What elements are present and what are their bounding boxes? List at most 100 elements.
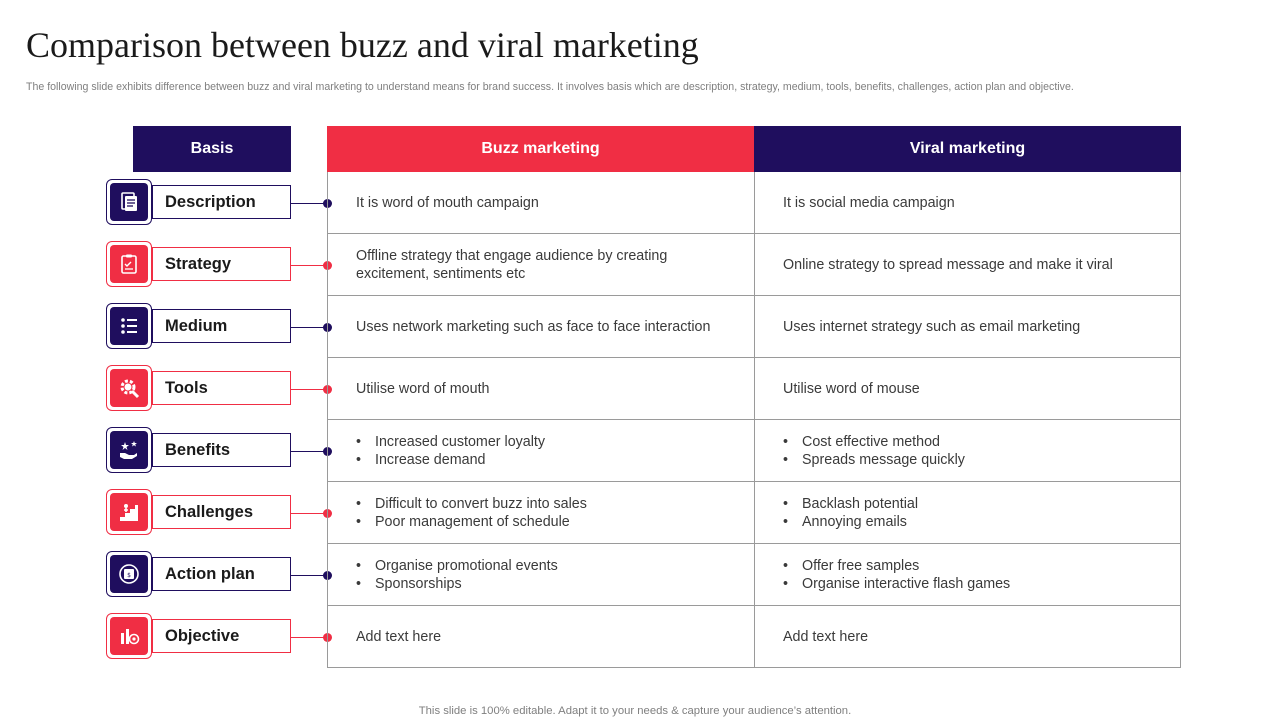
page-title: Comparison between buzz and viral market…: [26, 25, 699, 65]
basis-icon-frame: $: [106, 551, 152, 597]
bullet-list: Organise promotional eventsSponsorships: [356, 557, 736, 593]
buzz-cell: Offline strategy that engage audience by…: [328, 234, 755, 295]
hand-stars-icon: [110, 431, 148, 469]
basis-item-tools: Tools: [106, 365, 296, 413]
basis-item-strategy: Strategy: [106, 241, 296, 289]
basis-label: Description: [152, 185, 291, 219]
page-subtitle: The following slide exhibits difference …: [26, 81, 1074, 93]
bullet-item: Organise promotional events: [356, 557, 736, 575]
buzz-cell: Increased customer loyaltyIncrease deman…: [328, 420, 755, 481]
basis-icon-frame: [106, 303, 152, 349]
clipboard-icon: [110, 245, 148, 283]
document-icon: [110, 183, 148, 221]
basis-header: Basis: [133, 126, 291, 172]
buzz-cell: Difficult to convert buzz into salesPoor…: [328, 482, 755, 543]
basis-item-objective: Objective: [106, 613, 296, 661]
viral-cell: Cost effective methodSpreads message qui…: [755, 420, 1180, 481]
cell-text: Utilise word of mouse: [783, 380, 920, 397]
connector-line: [291, 575, 327, 576]
basis-icon-frame: [106, 613, 152, 659]
basis-icon-frame: [106, 365, 152, 411]
buzz-cell: Utilise word of mouth: [328, 358, 755, 419]
viral-cell: Utilise word of mouse: [755, 358, 1180, 419]
connector-line: [291, 513, 327, 514]
table-row: Uses network marketing such as face to f…: [328, 296, 1180, 358]
comparison-table: It is word of mouth campaign It is social…: [327, 172, 1181, 668]
connector-line: [291, 451, 327, 452]
cell-text: Add text here: [356, 628, 442, 645]
cell-text: Uses internet strategy such as email mar…: [783, 318, 1081, 335]
table-row: Add text here Add text here: [328, 606, 1180, 668]
buzz-marketing-header: Buzz marketing: [327, 126, 754, 172]
buzz-cell: It is word of mouth campaign: [328, 172, 755, 233]
bullet-item: Difficult to convert buzz into sales: [356, 495, 736, 513]
basis-item-benefits: Benefits: [106, 427, 296, 475]
bullet-item: Sponsorships: [356, 575, 736, 593]
viral-cell: Offer free samplesOrganise interactive f…: [755, 544, 1180, 605]
bullet-item: Poor management of schedule: [356, 513, 736, 531]
planning-icon: $: [110, 555, 148, 593]
basis-label: Benefits: [152, 433, 291, 467]
bullet-list: Backlash potentialAnnoying emails: [783, 495, 1162, 531]
viral-cell: It is social media campaign: [755, 172, 1180, 233]
svg-text:$: $: [127, 572, 131, 579]
cell-text: It is word of mouth campaign: [356, 194, 539, 211]
connector-line: [291, 327, 327, 328]
viral-cell: Add text here: [755, 606, 1180, 667]
table-row: Utilise word of mouth Utilise word of mou…: [328, 358, 1180, 420]
basis-label: Strategy: [152, 247, 291, 281]
basis-label: Action plan: [152, 557, 291, 591]
viral-cell: Uses internet strategy such as email mar…: [755, 296, 1180, 357]
viral-cell: Backlash potentialAnnoying emails: [755, 482, 1180, 543]
bullet-list: Difficult to convert buzz into salesPoor…: [356, 495, 736, 531]
viral-cell: Online strategy to spread message and ma…: [755, 234, 1180, 295]
basis-icon-frame: [106, 427, 152, 473]
buzz-cell: Organise promotional eventsSponsorships: [328, 544, 755, 605]
table-row: It is word of mouth campaign It is social…: [328, 172, 1180, 234]
cell-text: Uses network marketing such as face to f…: [356, 318, 711, 335]
table-row: Organise promotional eventsSponsorshipsO…: [328, 544, 1180, 606]
bullet-item: Cost effective method: [783, 433, 1162, 451]
basis-icon-frame: [106, 489, 152, 535]
connector-line: [291, 203, 327, 204]
bullet-item: Annoying emails: [783, 513, 1162, 531]
connector-line: [291, 265, 327, 266]
bullet-item: Increase demand: [356, 451, 736, 469]
cell-text: Offline strategy that engage audience by…: [356, 247, 668, 282]
buzz-cell: Uses network marketing such as face to f…: [328, 296, 755, 357]
connector-line: [291, 637, 327, 638]
bullet-list: Increased customer loyaltyIncrease deman…: [356, 433, 736, 469]
basis-label: Medium: [152, 309, 291, 343]
basis-label: Objective: [152, 619, 291, 653]
gear-search-icon: [110, 369, 148, 407]
bullet-item: Spreads message quickly: [783, 451, 1162, 469]
basis-item-medium: Medium: [106, 303, 296, 351]
basis-item-description: Description: [106, 179, 296, 227]
cell-text: It is social media campaign: [783, 194, 955, 211]
cell-text: Utilise word of mouth: [356, 380, 490, 397]
list-icon: [110, 307, 148, 345]
bullet-item: Offer free samples: [783, 557, 1162, 575]
buzz-cell: Add text here: [328, 606, 755, 667]
cell-text: Online strategy to spread message and ma…: [783, 256, 1113, 273]
viral-marketing-header: Viral marketing: [754, 126, 1181, 172]
table-row: Offline strategy that engage audience by…: [328, 234, 1180, 296]
basis-item-action-plan: $ Action plan: [106, 551, 296, 599]
target-chart-icon: [110, 617, 148, 655]
bullet-item: Increased customer loyalty: [356, 433, 736, 451]
bullet-item: Backlash potential: [783, 495, 1162, 513]
bullet-item: Organise interactive flash games: [783, 575, 1162, 593]
basis-icon-frame: [106, 241, 152, 287]
table-row: Increased customer loyaltyIncrease deman…: [328, 420, 1180, 482]
connector-line: [291, 389, 327, 390]
basis-label: Challenges: [152, 495, 291, 529]
bullet-list: Cost effective methodSpreads message qui…: [783, 433, 1162, 469]
bullet-list: Offer free samplesOrganise interactive f…: [783, 557, 1162, 593]
footer-note: This slide is 100% editable. Adapt it to…: [418, 705, 852, 717]
basis-icon-frame: [106, 179, 152, 225]
cell-text: Add text here: [783, 628, 869, 645]
stairs-climb-icon: [110, 493, 148, 531]
basis-label: Tools: [152, 371, 291, 405]
basis-item-challenges: Challenges: [106, 489, 296, 537]
table-row: Difficult to convert buzz into salesPoor…: [328, 482, 1180, 544]
